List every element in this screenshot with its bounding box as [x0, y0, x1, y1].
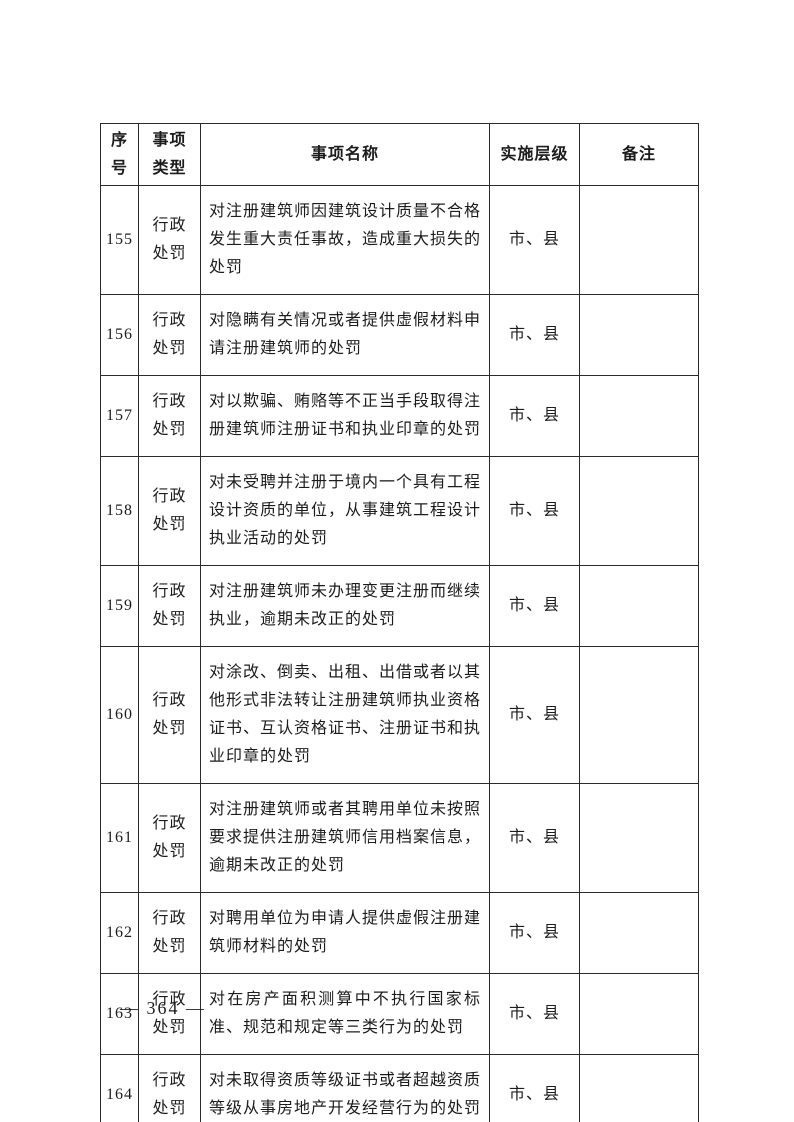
header-remark: 备注	[579, 123, 699, 186]
row-item-name: 对涂改、倒卖、出租、出借或者以其他形式非法转让注册建筑师执业资格证书、互认资格证…	[200, 646, 490, 784]
row-serial-number: 162	[100, 892, 139, 974]
row-serial-number: 155	[100, 185, 139, 295]
row-impl-level: 市、县	[489, 783, 580, 893]
table-row: 157 行政处罚 对以欺骗、贿赂等不正当手段取得注册建筑师注册证书和执业印章的处…	[100, 375, 699, 457]
header-item-name: 事项名称	[200, 123, 490, 186]
row-item-type: 行政处罚	[138, 783, 201, 893]
row-impl-level: 市、县	[489, 973, 580, 1055]
row-item-type: 行政处罚	[138, 456, 201, 566]
row-impl-level: 市、县	[489, 646, 580, 784]
row-impl-level: 市、县	[489, 892, 580, 974]
row-item-type: 行政处罚	[138, 565, 201, 647]
row-item-name: 对隐瞒有关情况或者提供虚假材料申请注册建筑师的处罚	[200, 294, 490, 376]
row-remark	[579, 185, 699, 295]
row-item-name: 对注册建筑师未办理变更注册而继续执业，逾期未改正的处罚	[200, 565, 490, 647]
table-row: 156 行政处罚 对隐瞒有关情况或者提供虚假材料申请注册建筑师的处罚 市、县	[100, 294, 699, 376]
row-serial-number: 160	[100, 646, 139, 784]
table-body: 155 行政处罚 对注册建筑师因建筑设计质量不合格发生重大责任事故，造成重大损失…	[100, 185, 699, 1122]
table-row: 163 行政处罚 对在房产面积测算中不执行国家标准、规范和规定等三类行为的处罚 …	[100, 973, 699, 1055]
row-item-type: 行政处罚	[138, 375, 201, 457]
row-item-type: 行政处罚	[138, 973, 201, 1055]
table-row: 161 行政处罚 对注册建筑师或者其聘用单位未按照要求提供注册建筑师信用档案信息…	[100, 783, 699, 893]
header-impl-level: 实施层级	[489, 123, 580, 186]
row-item-name: 对未取得资质等级证书或者超越资质等级从事房地产开发经营行为的处罚	[200, 1054, 490, 1122]
penalty-items-table: 序号 事项类型 事项名称 实施层级 备注 155 行政处罚 对注册建筑师因建筑设…	[100, 123, 699, 1122]
table-header: 序号 事项类型 事项名称 实施层级 备注	[100, 123, 699, 186]
row-item-type: 行政处罚	[138, 1054, 201, 1122]
row-item-name: 对未受聘并注册于境内一个具有工程设计资质的单位，从事建筑工程设计执业活动的处罚	[200, 456, 490, 566]
row-remark	[579, 294, 699, 376]
row-item-type: 行政处罚	[138, 294, 201, 376]
table-row: 155 行政处罚 对注册建筑师因建筑设计质量不合格发生重大责任事故，造成重大损失…	[100, 185, 699, 295]
row-serial-number: 163	[100, 973, 139, 1055]
row-impl-level: 市、县	[489, 375, 580, 457]
row-remark	[579, 375, 699, 457]
row-remark	[579, 456, 699, 566]
table-row: 160 行政处罚 对涂改、倒卖、出租、出借或者以其他形式非法转让注册建筑师执业资…	[100, 646, 699, 784]
row-item-name: 对以欺骗、贿赂等不正当手段取得注册建筑师注册证书和执业印章的处罚	[200, 375, 490, 457]
row-item-name: 对注册建筑师因建筑设计质量不合格发生重大责任事故，造成重大损失的处罚	[200, 185, 490, 295]
row-impl-level: 市、县	[489, 294, 580, 376]
row-remark	[579, 892, 699, 974]
row-impl-level: 市、县	[489, 456, 580, 566]
header-serial-number: 序号	[100, 123, 139, 186]
row-remark	[579, 1054, 699, 1122]
table-row: 158 行政处罚 对未受聘并注册于境内一个具有工程设计资质的单位，从事建筑工程设…	[100, 456, 699, 566]
row-item-type: 行政处罚	[138, 646, 201, 784]
row-serial-number: 156	[100, 294, 139, 376]
row-remark	[579, 783, 699, 893]
row-remark	[579, 973, 699, 1055]
row-impl-level: 市、县	[489, 565, 580, 647]
row-serial-number: 157	[100, 375, 139, 457]
table-row: 159 行政处罚 对注册建筑师未办理变更注册而继续执业，逾期未改正的处罚 市、县	[100, 565, 699, 647]
row-item-name: 对聘用单位为申请人提供虚假注册建筑师材料的处罚	[200, 892, 490, 974]
row-serial-number: 161	[100, 783, 139, 893]
page-number: — 364 —	[120, 998, 206, 1018]
row-remark	[579, 565, 699, 647]
header-item-type: 事项类型	[138, 123, 201, 186]
row-serial-number: 164	[100, 1054, 139, 1122]
row-item-name: 对注册建筑师或者其聘用单位未按照要求提供注册建筑师信用档案信息，逾期未改正的处罚	[200, 783, 490, 893]
row-remark	[579, 646, 699, 784]
row-serial-number: 159	[100, 565, 139, 647]
row-serial-number: 158	[100, 456, 139, 566]
row-impl-level: 市、县	[489, 1054, 580, 1122]
row-item-type: 行政处罚	[138, 892, 201, 974]
table-header-row: 序号 事项类型 事项名称 实施层级 备注	[100, 123, 699, 186]
table-row: 164 行政处罚 对未取得资质等级证书或者超越资质等级从事房地产开发经营行为的处…	[100, 1054, 699, 1122]
row-item-name: 对在房产面积测算中不执行国家标准、规范和规定等三类行为的处罚	[200, 973, 490, 1055]
row-item-type: 行政处罚	[138, 185, 201, 295]
table-row: 162 行政处罚 对聘用单位为申请人提供虚假注册建筑师材料的处罚 市、县	[100, 892, 699, 974]
row-impl-level: 市、县	[489, 185, 580, 295]
